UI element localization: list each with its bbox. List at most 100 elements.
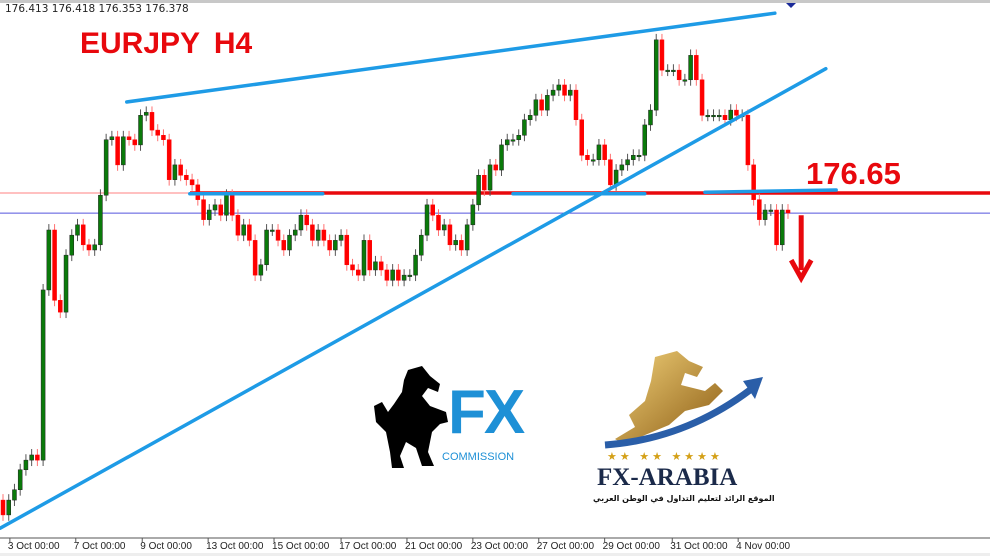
candle-body (184, 174, 189, 180)
candle-body (310, 224, 315, 241)
candle-body (436, 214, 441, 231)
candle-body (493, 164, 499, 171)
candle-body (556, 84, 562, 91)
candle-body (241, 224, 246, 236)
candle-body (166, 139, 172, 180)
candle-body (527, 115, 533, 120)
candle-body (275, 229, 281, 241)
candle-body (298, 214, 304, 231)
candle-body (774, 209, 779, 246)
candle-body (453, 240, 458, 246)
candle-body (785, 209, 791, 214)
candle-body (682, 79, 688, 82)
candle-body (728, 109, 733, 120)
candle-body (69, 234, 75, 256)
x-tick-label: 15 Oct 00:00 (272, 541, 330, 552)
candle-body (292, 229, 298, 236)
x-tick-label: 4 Nov 00:00 (736, 541, 791, 552)
candle-body (688, 55, 693, 81)
horse-silhouette-icon (374, 366, 448, 468)
fx-commission-mark: FX (448, 378, 525, 447)
candle-body (6, 499, 11, 516)
candle-body (694, 55, 699, 81)
candle-body (447, 224, 453, 246)
candle-body (350, 264, 355, 271)
candle-body (671, 69, 676, 72)
candle-body (407, 274, 413, 277)
trendline (0, 66, 828, 530)
candle-body (419, 234, 424, 256)
candle-body (665, 69, 670, 72)
candle-body (676, 69, 682, 81)
trendline (703, 188, 838, 195)
candle-body (144, 112, 149, 116)
candle-body (585, 155, 590, 160)
candle-body (138, 115, 143, 146)
candle-body (92, 244, 97, 251)
x-tick-label: 17 Oct 00:00 (339, 541, 397, 552)
candle-body (378, 261, 384, 271)
candle-body (46, 229, 52, 291)
candle-body (522, 119, 527, 136)
candle-body (172, 164, 178, 180)
candle-body (602, 144, 607, 160)
candle-body (155, 129, 160, 136)
candle-body (356, 269, 361, 276)
candle-body (482, 174, 487, 191)
candle-body (562, 84, 567, 96)
candle-body (109, 136, 115, 140)
candle-body (224, 194, 229, 216)
candle-body (545, 95, 550, 111)
candle-body (734, 109, 739, 116)
candle-body (344, 234, 350, 266)
candle-body (470, 204, 476, 226)
shift-marker-icon[interactable] (786, 3, 796, 8)
candle-body (235, 214, 241, 236)
candle-body (762, 209, 768, 220)
candle-body (722, 115, 728, 120)
candle-body (29, 454, 34, 461)
candle-body (510, 139, 516, 142)
fx-commission-text: COMMISSION (442, 451, 515, 463)
candle-body (287, 234, 292, 251)
candle-body (625, 159, 630, 166)
candle-body (121, 136, 126, 166)
candle-body (430, 204, 435, 216)
candle-body (327, 240, 332, 251)
candle-body (441, 224, 447, 231)
candle-body (103, 139, 109, 196)
candle-body (659, 39, 665, 71)
candle-body (63, 254, 69, 313)
candle-body (361, 240, 367, 276)
candle-body (401, 274, 407, 281)
candle-body (780, 209, 785, 246)
candle-body (161, 135, 166, 140)
candle-body (608, 159, 613, 186)
candle-body (568, 89, 573, 96)
candle-body (338, 234, 344, 241)
candle-body (201, 199, 206, 220)
candle-body (12, 489, 17, 501)
candle-body (17, 469, 23, 490)
candle-body (321, 229, 327, 241)
candle-body (499, 144, 504, 171)
candle-body (539, 99, 544, 111)
candle-body (258, 264, 264, 276)
x-tick-label: 27 Oct 00:00 (536, 541, 595, 552)
candle-body (367, 240, 372, 271)
level-label: 176.65 (806, 156, 901, 191)
candle-body (315, 229, 321, 241)
candle-body (126, 136, 132, 140)
candle-body (636, 155, 642, 158)
candle-body (390, 269, 395, 281)
x-tick-label: 29 Oct 00:00 (602, 541, 660, 552)
candle-body (413, 254, 418, 276)
chart-title: EURJPY H4 (80, 27, 253, 60)
candle-body (304, 214, 309, 226)
fx-commission-logo: FX COMMISSION (370, 362, 560, 472)
candle-body (0, 499, 6, 516)
swoosh-arrow-icon (743, 377, 763, 399)
candle-body (533, 99, 539, 116)
x-tick-label: 13 Oct 00:00 (206, 541, 264, 552)
candle-body (596, 144, 602, 160)
